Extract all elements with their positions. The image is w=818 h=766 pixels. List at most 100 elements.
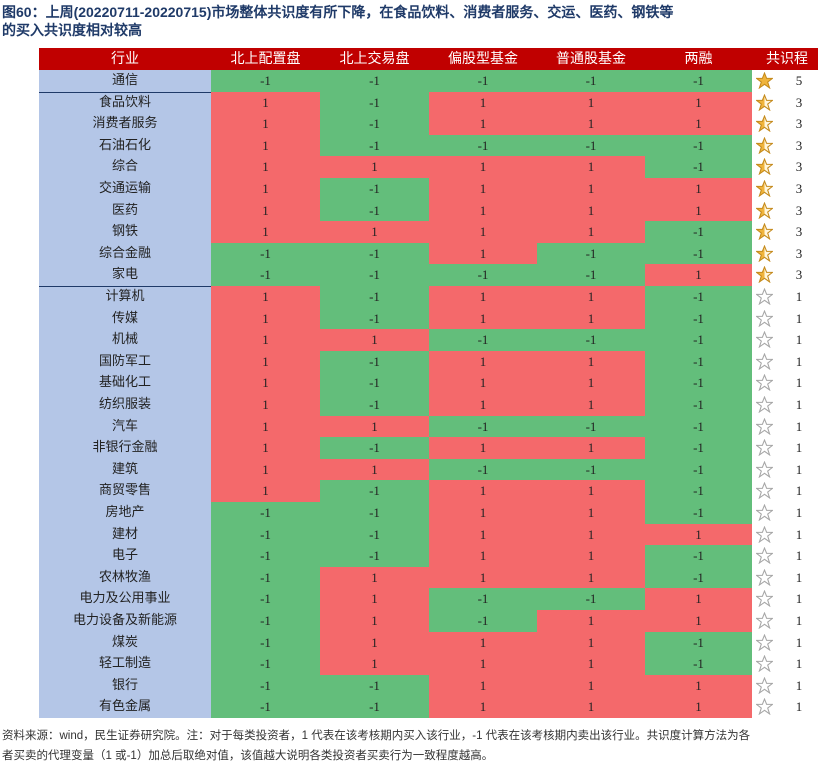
signal-cell: -1	[645, 653, 752, 676]
signal-cell: 1	[429, 307, 537, 330]
signal-cell: -1	[320, 134, 429, 157]
signal-cell: -1	[645, 350, 752, 373]
consensus-star-icon	[752, 178, 780, 199]
signal-cell: 1	[429, 437, 537, 460]
consensus-score: 1	[780, 329, 818, 351]
header-margin-trading: 两融	[645, 48, 752, 70]
consensus-star-icon	[752, 307, 780, 329]
signal-cell: -1	[320, 307, 429, 330]
consensus-score: 3	[780, 134, 818, 156]
industry-cell: 煤炭	[39, 631, 211, 654]
signal-cell: -1	[320, 70, 429, 93]
signal-cell: -1	[211, 545, 320, 568]
signal-cell: 1	[537, 286, 645, 309]
signal-cell: 1	[211, 307, 320, 330]
signal-cell: -1	[645, 631, 752, 654]
consensus-star-icon	[752, 415, 780, 437]
signal-cell: -1	[320, 523, 429, 546]
signal-cell: 1	[320, 566, 429, 589]
signal-cell: -1	[645, 545, 752, 568]
industry-cell: 建材	[39, 523, 211, 546]
signal-cell: -1	[211, 242, 320, 265]
consensus-score: 1	[780, 480, 818, 502]
signal-cell: -1	[211, 566, 320, 589]
header-industry: 行业	[39, 48, 211, 70]
signal-cell: -1	[429, 264, 537, 287]
consensus-score: 1	[780, 286, 818, 307]
signal-cell: 1	[537, 480, 645, 503]
industry-cell: 电力及公用事业	[39, 588, 211, 611]
industry-cell: 钢铁	[39, 221, 211, 244]
consensus-star-icon	[752, 523, 780, 545]
consensus-star-icon	[752, 545, 780, 567]
industry-cell: 建筑	[39, 458, 211, 481]
signal-cell: 1	[429, 566, 537, 589]
signal-cell: -1	[537, 329, 645, 352]
signal-cell: -1	[320, 502, 429, 525]
signal-cell: -1	[645, 394, 752, 417]
signal-cell: 1	[429, 372, 537, 395]
header-north-trading: 北上交易盘	[320, 48, 429, 70]
signal-cell: -1	[320, 91, 429, 114]
figure-title-line-2: 的买入共识度相对较高	[2, 22, 142, 38]
signal-cell: 1	[429, 113, 537, 136]
signal-cell: -1	[537, 458, 645, 481]
consensus-table: 行业 北上配置盘 北上交易盘 偏股型基金 普通股基金 两融 共识程 通信 -1 -1…	[39, 46, 818, 722]
consensus-star-icon	[752, 480, 780, 502]
signal-cell: 1	[211, 437, 320, 460]
signal-cell: 1	[645, 588, 752, 611]
consensus-star-icon	[752, 242, 780, 264]
consensus-score: 1	[780, 545, 818, 567]
consensus-star-icon	[752, 653, 780, 675]
signal-cell: 1	[429, 696, 537, 719]
signal-cell: -1	[320, 199, 429, 222]
signal-cell: 1	[429, 156, 537, 179]
signal-cell: 1	[211, 199, 320, 222]
signal-cell: 1	[211, 113, 320, 136]
consensus-score: 3	[780, 91, 818, 113]
signal-cell: -1	[537, 588, 645, 611]
signal-cell: -1	[537, 242, 645, 265]
signal-cell: -1	[320, 696, 429, 719]
consensus-star-icon	[752, 372, 780, 394]
consensus-star-icon	[752, 610, 780, 631]
consensus-score: 1	[780, 610, 818, 631]
consensus-star-icon	[752, 156, 780, 178]
signal-cell: -1	[211, 264, 320, 287]
consensus-score: 3	[780, 178, 818, 199]
signal-cell: -1	[429, 415, 537, 438]
signal-cell: 1	[320, 156, 429, 179]
signal-cell: 1	[211, 221, 320, 244]
signal-cell: 1	[211, 178, 320, 201]
industry-cell: 传媒	[39, 307, 211, 330]
signal-cell: 1	[537, 631, 645, 654]
signal-cell: 1	[320, 610, 429, 633]
signal-cell: 1	[211, 91, 320, 114]
industry-cell: 银行	[39, 674, 211, 697]
signal-cell: 1	[429, 653, 537, 676]
signal-cell: 1	[320, 221, 429, 244]
signal-cell: 1	[645, 91, 752, 114]
signal-cell: 1	[645, 264, 752, 287]
consensus-star-icon	[752, 286, 780, 307]
signal-cell: -1	[645, 242, 752, 265]
signal-cell: 1	[429, 199, 537, 222]
signal-cell: 1	[537, 91, 645, 114]
signal-cell: -1	[645, 372, 752, 395]
signal-cell: 1	[537, 545, 645, 568]
header-north-allocation: 北上配置盘	[211, 48, 320, 70]
industry-cell: 轻工制造	[39, 653, 211, 676]
signal-cell: 1	[320, 458, 429, 481]
consensus-score: 1	[780, 674, 818, 696]
signal-cell: -1	[645, 156, 752, 179]
industry-cell: 通信	[39, 70, 211, 93]
signal-cell: 1	[429, 242, 537, 265]
consensus-star-icon	[752, 113, 780, 135]
consensus-star-icon	[752, 91, 780, 113]
signal-cell: -1	[537, 264, 645, 287]
signal-cell: -1	[320, 372, 429, 395]
signal-cell: 1	[645, 199, 752, 222]
signal-cell: 1	[429, 480, 537, 503]
signal-cell: -1	[537, 134, 645, 157]
consensus-star-icon	[752, 134, 780, 156]
